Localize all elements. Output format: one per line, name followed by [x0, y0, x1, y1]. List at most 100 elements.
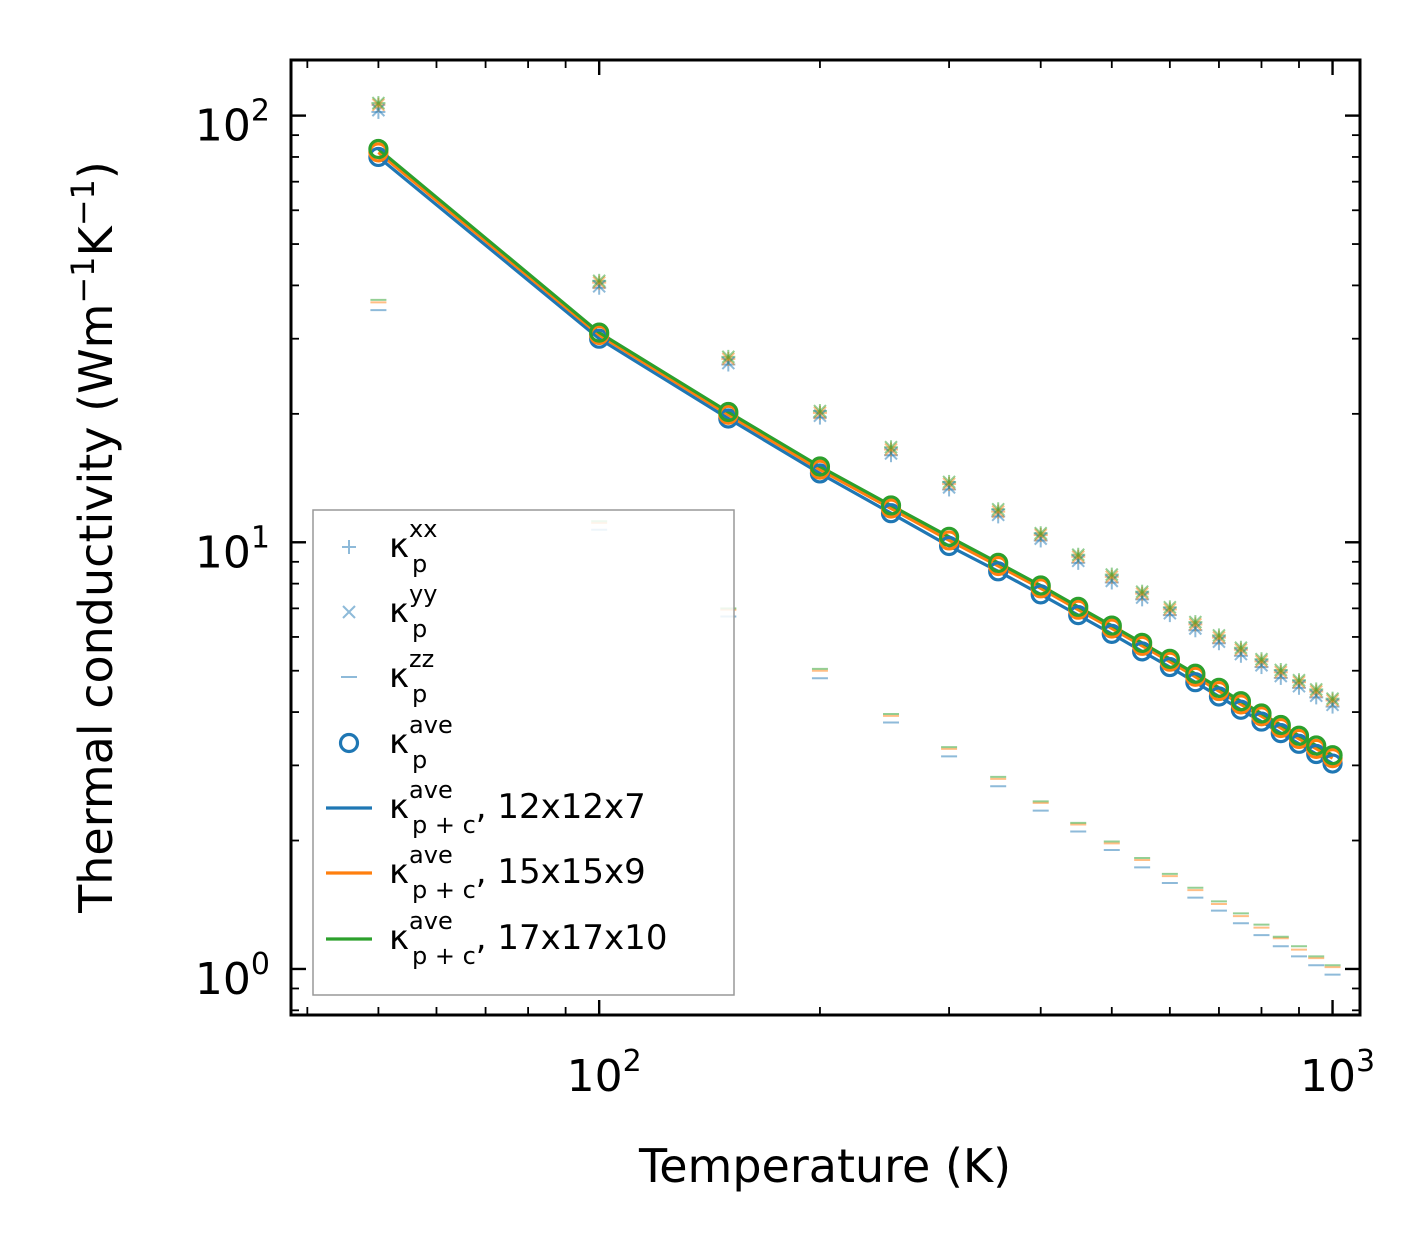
marker-x [1163, 606, 1177, 620]
marker-x [1274, 665, 1288, 679]
marker-x [884, 446, 898, 461]
x-tick-label-base: 10 [567, 1051, 623, 1102]
marker-x [1071, 548, 1085, 562]
marker-x [721, 356, 736, 370]
legend-label-sub: p + c [412, 942, 476, 970]
marker-x-b [1105, 574, 1119, 588]
marker-x-b [1212, 630, 1226, 645]
marker-x [1254, 652, 1269, 666]
marker-x [371, 96, 386, 110]
x-tick-label: 103 [1300, 1044, 1375, 1102]
marker-x-b [371, 98, 386, 112]
legend-label-sub: p [412, 550, 427, 578]
marker-x [1325, 698, 1340, 712]
y-tick-label-base: 10 [195, 954, 251, 1005]
marker-x [991, 504, 1005, 519]
marker-x [1135, 590, 1149, 605]
marker-x [1292, 675, 1306, 689]
legend-label-suffix: , 15x15x9 [476, 852, 646, 892]
marker-x-b [1325, 691, 1340, 706]
marker-x-b [942, 475, 956, 489]
x-tick-label-exp: 2 [623, 1044, 642, 1079]
marker-x [1034, 531, 1048, 546]
marker-x-b [1274, 669, 1288, 683]
legend-label-base: κ [389, 591, 409, 631]
marker-x [1212, 630, 1226, 645]
marker-x [813, 404, 827, 418]
marker-x-b [1212, 628, 1226, 643]
legend-label: κave p + c, 15x15x9 [389, 841, 646, 904]
legend-label-sub: p [412, 615, 427, 643]
marker-x [1188, 621, 1203, 636]
legend-label-base: κ [389, 526, 409, 566]
marker-circle [1208, 686, 1230, 707]
marker-x-b [721, 350, 736, 364]
legend-marker-x [342, 605, 356, 619]
marker-x [371, 98, 386, 112]
marker-x-b [1274, 663, 1288, 677]
marker-x-b [1292, 675, 1306, 689]
marker-x [1309, 688, 1323, 703]
marker-x-b [1309, 684, 1323, 699]
marker-circle [1208, 677, 1230, 698]
marker-x [1234, 647, 1248, 661]
marker-x-b [592, 279, 606, 294]
marker-x-b [884, 440, 898, 454]
marker-x-b [991, 504, 1005, 519]
marker-x-b [721, 352, 736, 366]
marker-circle [1030, 584, 1051, 605]
legend-marker-x-b [342, 605, 356, 619]
marker-x [942, 475, 956, 489]
marker-x [942, 480, 956, 495]
marker-circle [1306, 735, 1327, 756]
marker-x [1135, 584, 1149, 599]
marker-x [1309, 682, 1323, 697]
marker-circle [809, 456, 831, 477]
series-markers [368, 96, 1343, 976]
marker-x-b [721, 356, 736, 370]
marker-circle [1068, 596, 1089, 617]
marker-x [1325, 693, 1340, 708]
x-axis-title: Temperature (K) [638, 1139, 1011, 1193]
marker-x [1071, 554, 1085, 568]
x-tick-label: 102 [567, 1044, 642, 1102]
marker-x [942, 477, 956, 491]
y-axis-title-prefix: Thermal conductivity (Wm [69, 304, 123, 914]
marker-x-b [1071, 548, 1085, 562]
legend-label-base: κ [389, 787, 409, 827]
y-axis-title-mid: K [69, 224, 123, 256]
y-tick-label-exp: 1 [251, 520, 270, 555]
marker-x [1309, 684, 1323, 699]
legend-label: κxx p [389, 515, 437, 578]
marker-x [1212, 628, 1226, 643]
plot-frame [289, 58, 1362, 1017]
marker-circle [1230, 691, 1252, 712]
marker-circle [1322, 745, 1343, 766]
marker-circle [938, 526, 960, 547]
marker-x-b [1071, 550, 1085, 564]
y-axis-title-sup1: −1 [64, 256, 102, 303]
marker-circle [988, 552, 1009, 573]
y-tick-label-base: 10 [195, 527, 251, 578]
marker-circle [1159, 648, 1180, 669]
marker-x [1274, 663, 1288, 677]
marker-circle [1288, 725, 1310, 746]
legend-box [312, 509, 735, 996]
legend-label-sub: p [412, 680, 427, 708]
marker-circle [880, 495, 902, 516]
marker-x-b [942, 480, 956, 495]
marker-x [1163, 600, 1177, 615]
marker-x [1292, 673, 1306, 687]
legend-label-sub: p [412, 746, 427, 774]
marker-x [1292, 679, 1306, 693]
marker-x [592, 275, 606, 290]
marker-x [1105, 567, 1119, 582]
marker-x-b [592, 274, 606, 288]
marker-x [991, 502, 1005, 516]
marker-x [592, 279, 606, 294]
marker-x-b [942, 477, 956, 491]
marker-x-b [592, 275, 606, 290]
y-axis-title-sup2: −1 [64, 179, 102, 226]
marker-x-b [813, 408, 827, 423]
marker-x-b [884, 442, 898, 457]
